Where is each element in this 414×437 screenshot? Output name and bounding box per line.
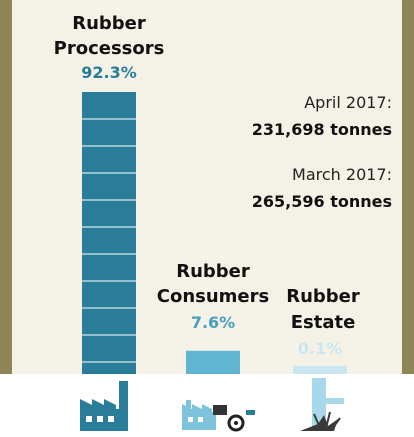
info-value-march: 265,596 tonnes (252, 192, 392, 211)
category-label-estate-line1: Rubber (286, 286, 360, 307)
bar-consumers (186, 350, 240, 374)
category-label-estate-line2: Estate (291, 312, 356, 333)
category-label-processors-line1: Rubber (72, 13, 146, 34)
factory-tapping-icon (182, 400, 255, 432)
value-label-estate: 0.1% (298, 339, 342, 358)
info-month-april: April 2017: (304, 93, 392, 112)
factory-icon (80, 381, 128, 431)
category-label-processors-line2: Processors (54, 38, 165, 59)
value-label-processors: 92.3% (81, 63, 137, 82)
info-value-april: 231,698 tonnes (252, 120, 392, 139)
value-label-consumers: 7.6% (191, 313, 235, 332)
info-month-march: March 2017: (292, 165, 392, 184)
bar-estate (293, 366, 347, 374)
category-label-consumers-line1: Rubber (176, 261, 250, 282)
category-label-consumers-line2: Consumers (157, 286, 269, 307)
latex-tap-icon (300, 378, 344, 431)
bar-processors (82, 92, 136, 374)
bars-group (82, 92, 347, 374)
chart-panel (12, 0, 402, 374)
